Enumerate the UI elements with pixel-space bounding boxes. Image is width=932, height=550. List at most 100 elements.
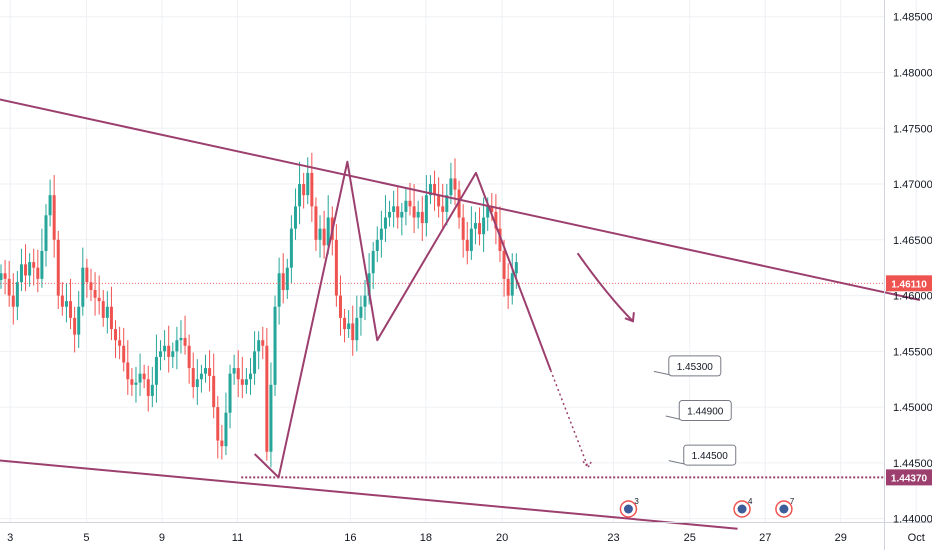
candle-body bbox=[441, 206, 445, 212]
candle-body bbox=[461, 217, 465, 240]
y-tick-label: 1.44000 bbox=[893, 514, 932, 526]
event-count: 3 bbox=[634, 497, 639, 506]
candle-body bbox=[404, 200, 408, 212]
candle-body bbox=[212, 375, 216, 408]
candle-body bbox=[101, 301, 105, 318]
candle-body bbox=[469, 228, 473, 251]
candle-body bbox=[56, 239, 60, 296]
candle-body bbox=[130, 379, 134, 385]
candle-body bbox=[199, 373, 203, 380]
candle-body bbox=[351, 323, 355, 341]
candle-body bbox=[89, 282, 93, 290]
candle-body bbox=[343, 317, 347, 330]
candle-body bbox=[298, 184, 302, 207]
candle-body bbox=[7, 278, 11, 296]
candles bbox=[0, 152, 518, 468]
x-tick-label: 18 bbox=[420, 532, 432, 544]
candle-body bbox=[281, 273, 285, 290]
event-count: 4 bbox=[748, 497, 753, 506]
candle-body bbox=[306, 172, 310, 196]
candle-body bbox=[457, 189, 461, 218]
candle-body bbox=[347, 323, 351, 330]
candle-body bbox=[420, 211, 424, 224]
x-tick-label: 3 bbox=[7, 532, 13, 544]
candle-body bbox=[437, 195, 441, 207]
grid bbox=[0, 0, 917, 522]
candle-body bbox=[32, 262, 36, 268]
candle-body bbox=[473, 223, 477, 229]
drawings bbox=[0, 98, 921, 530]
candle-body bbox=[40, 250, 44, 279]
candle-body bbox=[138, 373, 142, 383]
candle-body bbox=[510, 273, 514, 296]
callout-box bbox=[668, 355, 722, 377]
candle-body bbox=[208, 368, 212, 376]
price-target-annotations: 1.45300 1.44900 1.44500 bbox=[653, 355, 737, 466]
candle-body bbox=[171, 351, 175, 357]
candle-body bbox=[482, 217, 486, 235]
y-axis-ticks[interactable]: 1.48500 1.48000 1.47500 1.47000 1.46500 1.460… bbox=[893, 12, 932, 526]
candle-body bbox=[154, 356, 158, 385]
candle-body bbox=[302, 184, 306, 196]
curved-arrow-head bbox=[624, 312, 635, 323]
y-tick-label: 1.45000 bbox=[893, 402, 932, 414]
candle-body bbox=[277, 273, 281, 307]
candle-body bbox=[289, 228, 293, 268]
candle-body bbox=[490, 206, 494, 212]
candle-body bbox=[167, 345, 171, 357]
candle-body bbox=[261, 340, 265, 346]
candle-body bbox=[338, 295, 342, 318]
candle-body bbox=[383, 217, 387, 229]
candle-body bbox=[322, 228, 326, 246]
candle-body bbox=[416, 211, 420, 218]
candle-body bbox=[93, 290, 97, 298]
candle-body bbox=[97, 297, 101, 302]
x-axis-ticks[interactable]: 3 5 9 11 16 18 20 23 25 27 29 Oct bbox=[7, 532, 925, 544]
current-price-tag: 1.46110 bbox=[886, 275, 932, 292]
x-tick-label: 11 bbox=[232, 532, 243, 544]
candle-body bbox=[114, 329, 118, 341]
economic-events: 3 4 7 bbox=[619, 497, 795, 518]
candle-body bbox=[449, 178, 453, 196]
candle-body bbox=[69, 301, 73, 318]
candle-body bbox=[0, 273, 3, 280]
candle-body bbox=[494, 211, 498, 229]
candle-body bbox=[134, 382, 138, 385]
event-flag-icon bbox=[737, 504, 747, 514]
candle-body bbox=[122, 345, 126, 363]
candle-body bbox=[195, 379, 199, 388]
x-tick-label: 20 bbox=[496, 532, 508, 544]
candle-body bbox=[36, 267, 40, 279]
callout-label: 1.44500 bbox=[692, 451, 729, 462]
candle-body bbox=[359, 306, 363, 318]
y-tick-label: 1.48000 bbox=[893, 68, 932, 80]
candle-body bbox=[269, 384, 273, 452]
candle-body bbox=[506, 278, 510, 296]
candle-body bbox=[179, 337, 183, 341]
candle-body bbox=[142, 373, 146, 380]
candle-body bbox=[371, 250, 375, 274]
candle-body bbox=[15, 282, 19, 307]
candle-body bbox=[392, 206, 396, 212]
candle-body bbox=[11, 295, 15, 307]
candle-body bbox=[412, 206, 416, 218]
callout-label: 1.45300 bbox=[677, 362, 714, 373]
candle-body bbox=[314, 206, 318, 240]
candle-body bbox=[175, 340, 179, 352]
candle-body bbox=[433, 184, 437, 196]
callout-box bbox=[678, 399, 732, 421]
candle-body bbox=[355, 317, 359, 341]
candle-body bbox=[150, 384, 154, 396]
event-flag-icon bbox=[779, 504, 789, 514]
candle-body bbox=[498, 228, 502, 251]
candle-body bbox=[224, 412, 228, 447]
price-tags: 1.46110 1.44370 bbox=[886, 275, 932, 486]
x-tick-label: 16 bbox=[344, 532, 356, 544]
current-price-tag-box bbox=[886, 275, 932, 292]
candle-body bbox=[244, 379, 248, 385]
y-tick-label: 1.46500 bbox=[893, 235, 932, 247]
candle-body bbox=[163, 345, 167, 352]
target-callout: 1.44500 bbox=[668, 444, 737, 466]
